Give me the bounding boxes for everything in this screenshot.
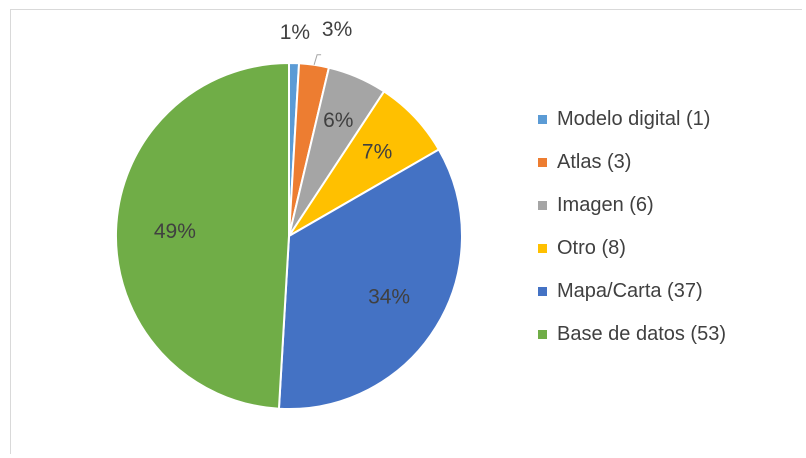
leader-line-2 bbox=[313, 54, 322, 65]
legend-swatch bbox=[538, 157, 547, 167]
legend-label: Atlas (3) bbox=[557, 150, 632, 173]
pie-label-1: 1% bbox=[280, 21, 310, 44]
pie-label-2: 3% bbox=[322, 18, 352, 41]
legend-swatch bbox=[538, 243, 547, 253]
legend-item-1: Modelo digital (1) bbox=[538, 107, 726, 130]
legend-swatch bbox=[538, 200, 547, 210]
chart-area bbox=[10, 9, 802, 454]
pie-data-labels: 1% 3% 6% 7% 34% 49% bbox=[154, 18, 410, 308]
chart-legend: Modelo digital (1) Atlas (3) Imagen (6) Otr… bbox=[538, 107, 726, 367]
legend-swatch bbox=[538, 286, 547, 296]
legend-item-2: Atlas (3) bbox=[538, 150, 726, 173]
legend-item-4: Otro (8) bbox=[538, 236, 726, 259]
legend-label: Modelo digital (1) bbox=[557, 107, 711, 130]
legend-label: Mapa/Carta (37) bbox=[557, 279, 703, 302]
legend-item-3: Imagen (6) bbox=[538, 193, 726, 216]
pie-slices bbox=[114, 61, 463, 411]
pie-slice-5 bbox=[277, 148, 463, 411]
legend-item-6: Base de datos (53) bbox=[538, 322, 726, 345]
legend-label: Base de datos (53) bbox=[557, 322, 726, 345]
pie-slice-6 bbox=[114, 61, 290, 410]
legend-label: Imagen (6) bbox=[557, 193, 654, 216]
legend-swatch bbox=[538, 114, 547, 124]
legend-swatch bbox=[538, 329, 547, 339]
legend-item-5: Mapa/Carta (37) bbox=[538, 279, 726, 302]
legend-label: Otro (8) bbox=[557, 236, 626, 259]
pie-label-3: 6% bbox=[323, 109, 353, 132]
pie-label-5: 34% bbox=[368, 285, 410, 308]
pie-label-6: 49% bbox=[154, 220, 196, 243]
pie-label-4: 7% bbox=[362, 140, 392, 163]
